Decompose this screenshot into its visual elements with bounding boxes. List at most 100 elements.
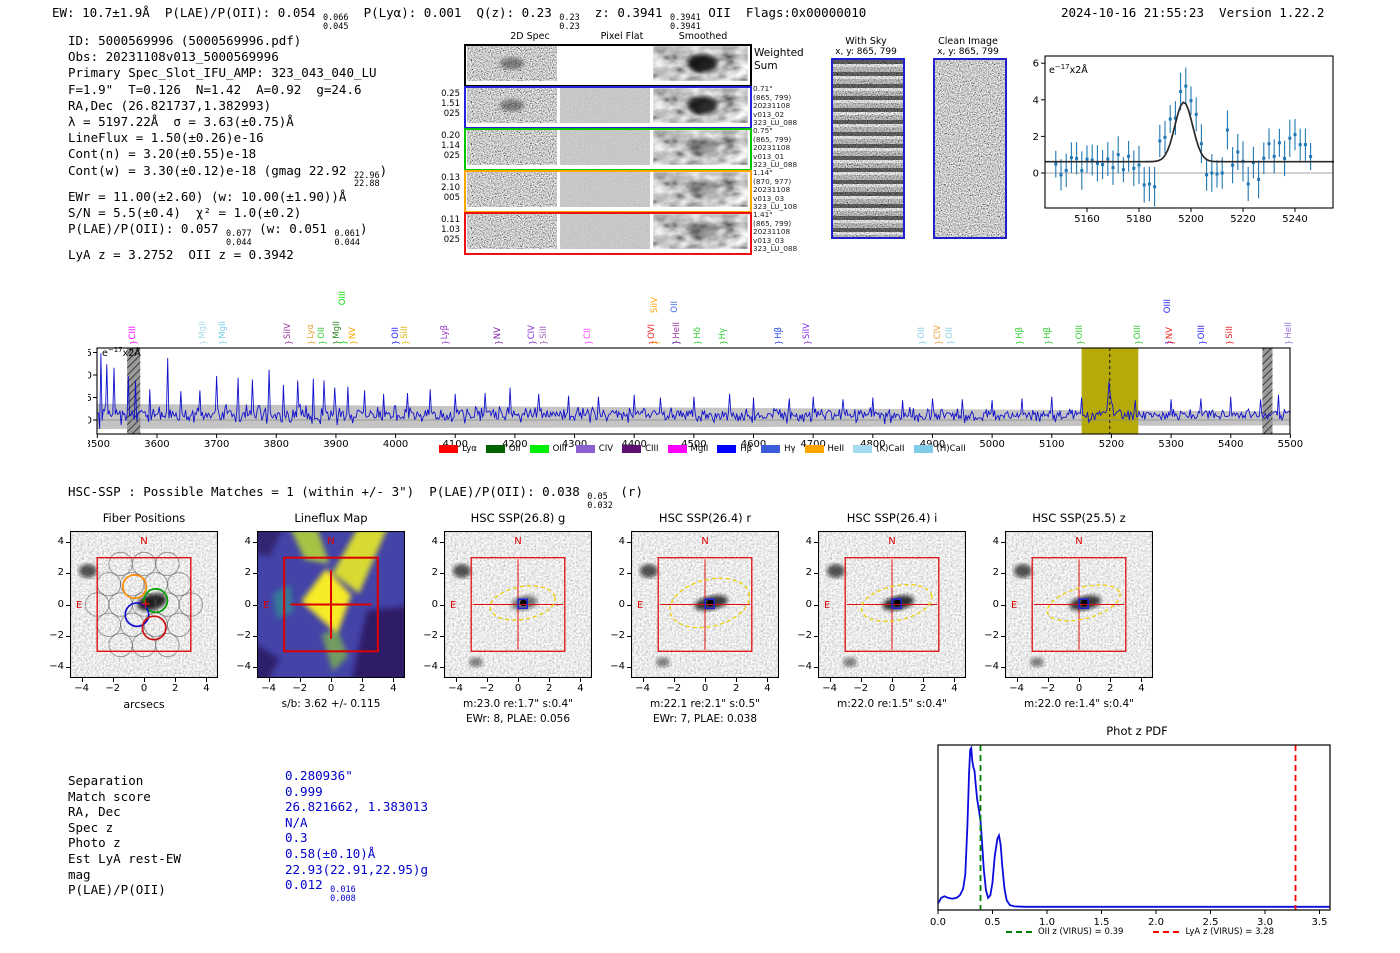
cutout-xtickmark <box>642 678 644 682</box>
cutout-ytick: 4 <box>57 536 64 548</box>
text-segment: P(LAE)/P(OII): 0.057 <box>68 221 227 237</box>
spec2d-right-label: v013_01 <box>753 151 785 161</box>
svg-text:2: 2 <box>1033 132 1039 143</box>
spec2d-image <box>653 214 748 249</box>
cutout-ytickmark <box>440 635 444 637</box>
svg-text:0.5: 0.5 <box>985 917 1001 926</box>
spec2d-image <box>653 46 748 81</box>
spec2d-right-labels: 1.14" (870, 977) 20231108 v013_03 323_LU_108 <box>753 168 797 212</box>
cutout-xtickmark <box>486 678 488 682</box>
svg-text:4: 4 <box>1033 95 1039 106</box>
cutout-ytick: 2 <box>57 567 64 579</box>
match-row-label: Est LyA rest-EW <box>68 851 181 866</box>
svg-text:5500: 5500 <box>1278 439 1303 450</box>
match-row-value: 0.58(±0.10)Å <box>285 846 376 861</box>
spec2d-right-label: v013_03 <box>753 235 785 245</box>
cutout-xtickmark <box>206 678 208 682</box>
spec2d-right-label: 323_LU_088 <box>753 160 798 170</box>
photz-pdf-plot: 0.0 0.5 1.0 1.5 2.0 2.5 3.0 3.5 <box>930 744 1331 926</box>
cutout-xtick: −4 <box>74 683 89 694</box>
cutout-ytick: 0 <box>431 598 438 610</box>
text-segment: λ = 5197.22Å σ = 3.63(±0.75)Å <box>68 114 294 130</box>
svg-text:N: N <box>888 536 895 547</box>
cutout-xtick: −2 <box>479 683 495 694</box>
spec2d-right-label: 323_LU_088 <box>753 244 798 254</box>
with-sky-box <box>831 58 905 239</box>
cutout-xtick: −4 <box>448 683 463 694</box>
cutout-xtickmark <box>860 678 862 682</box>
spec2d-column-header: Pixel Flat <box>600 31 644 42</box>
cutout-caption: m:23.0 re:1.7" s:0.4" <box>463 698 573 710</box>
match-row-value: 0.280936" <box>285 768 353 783</box>
spec2d-left-labels: 0.25 1.51 025 <box>430 89 460 119</box>
photz-title: Phot z PDF <box>1106 724 1168 738</box>
cutout-xtickmark <box>1079 678 1080 682</box>
svg-text:5400: 5400 <box>1218 439 1243 450</box>
cutout-image-hsc: NE <box>444 531 592 678</box>
cutout-xtick: 0 <box>888 683 896 694</box>
svg-text:N: N <box>327 536 334 547</box>
spec2d-left-label: 2.10 <box>441 183 460 193</box>
cutout-title: HSC SSP(26.4) i <box>846 511 938 525</box>
cutout-ytickmark <box>253 635 257 637</box>
text-segment: LineFlux = 1.50(±0.26)e-16 <box>68 130 264 146</box>
spec2d-left-label: 0.25 <box>441 89 460 99</box>
svg-text:5240: 5240 <box>1282 214 1307 225</box>
svg-text:4100: 4100 <box>443 439 468 450</box>
spec2d-image <box>467 130 557 165</box>
match-row-value: N/A <box>285 814 308 830</box>
text-segment: (w: 0.051 <box>251 221 335 237</box>
cutout-xtick: 4 <box>1138 683 1145 694</box>
legend-label: MgII <box>690 444 709 454</box>
spec2d-left-labels: 0.13 2.10 005 <box>430 173 460 203</box>
legend-item: MgII <box>667 444 709 454</box>
spec2d-left-label: 005 <box>443 193 460 203</box>
svg-text:N: N <box>701 536 708 547</box>
cutout-caption: m:22.0 re:1.5" s:0.4" <box>837 698 947 710</box>
svg-text:1.0: 1.0 <box>1039 917 1055 926</box>
cutout-xtickmark <box>705 678 706 682</box>
spec2d-right-labels: 0.75" (865, 799) 20231108 v013_01 323_LU_088 <box>753 126 798 170</box>
text-segment: Primary Spec_Slot_IFU_AMP: 323_043_040_L… <box>68 65 377 81</box>
cutout-xtick: 0 <box>140 683 148 694</box>
cutout-xtickmark <box>144 678 145 682</box>
spec2d-image <box>560 214 650 249</box>
line-marker: Hδ} <box>692 270 704 346</box>
line-marker: MgII} <box>217 270 229 346</box>
svg-text:N: N <box>514 536 521 547</box>
cutout-ytickmark <box>66 573 70 575</box>
info-line: LyA z = 3.2752 OII z = 0.3942 <box>68 247 387 263</box>
cutout-ytick: −2 <box>236 629 251 641</box>
photz-legend-dash <box>1153 931 1180 933</box>
spec2d-right-label: (865, 799) <box>753 92 792 102</box>
legend-item: OIII <box>529 444 567 454</box>
cutout-ytick: 4 <box>618 536 625 548</box>
cutout-ytick: 2 <box>244 567 251 579</box>
cutout-xtick: −2 <box>1040 683 1056 694</box>
spec2d-right-label: 0.71" <box>753 84 773 93</box>
cutout-xtickmark <box>1110 678 1112 682</box>
cutout-ytick: −4 <box>610 660 625 672</box>
svg-text:E: E <box>76 600 82 611</box>
cutout-xtickmark <box>767 678 769 682</box>
cutout-ytick: −2 <box>49 629 64 641</box>
cutout-xtick: 4 <box>203 683 210 694</box>
cutout-xtickmark <box>954 678 956 682</box>
cutout-xtickmark <box>393 678 395 682</box>
svg-text:4900: 4900 <box>920 439 945 450</box>
cutout-ytickmark <box>814 635 818 637</box>
line-marker: SiIV} <box>801 270 813 346</box>
cutout-ytickmark <box>253 573 257 575</box>
svg-text:4600: 4600 <box>741 439 766 450</box>
line-marker: Lyβ} <box>439 270 451 346</box>
line-marker: CII} <box>582 270 594 346</box>
clean-image-coords: x, y: 865, 799 <box>937 47 999 57</box>
line-marker: Hγ} <box>717 270 729 346</box>
svg-text:3700: 3700 <box>204 439 229 450</box>
cutout-caption: EWr: 7, PLAE: 0.038 <box>652 713 758 725</box>
legend-item: Lyα <box>439 444 477 454</box>
hi-lo-stack: 0.077 0.044 <box>226 229 252 248</box>
photz-legend: OII z (VIRUS) = 0.39 LyA z (VIRUS) = 3.28 <box>950 927 1330 937</box>
cutout-ytickmark <box>440 604 444 606</box>
svg-text:4400: 4400 <box>621 439 646 450</box>
